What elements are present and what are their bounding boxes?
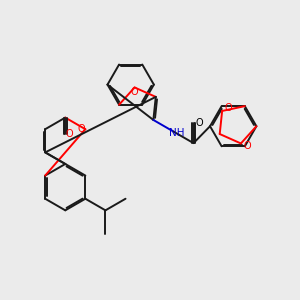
Text: O: O (225, 103, 232, 113)
Text: NH: NH (169, 128, 184, 138)
Text: O: O (195, 118, 203, 128)
Text: O: O (244, 141, 251, 152)
Text: O: O (78, 124, 85, 134)
Text: O: O (131, 87, 138, 97)
Text: O: O (66, 129, 74, 139)
